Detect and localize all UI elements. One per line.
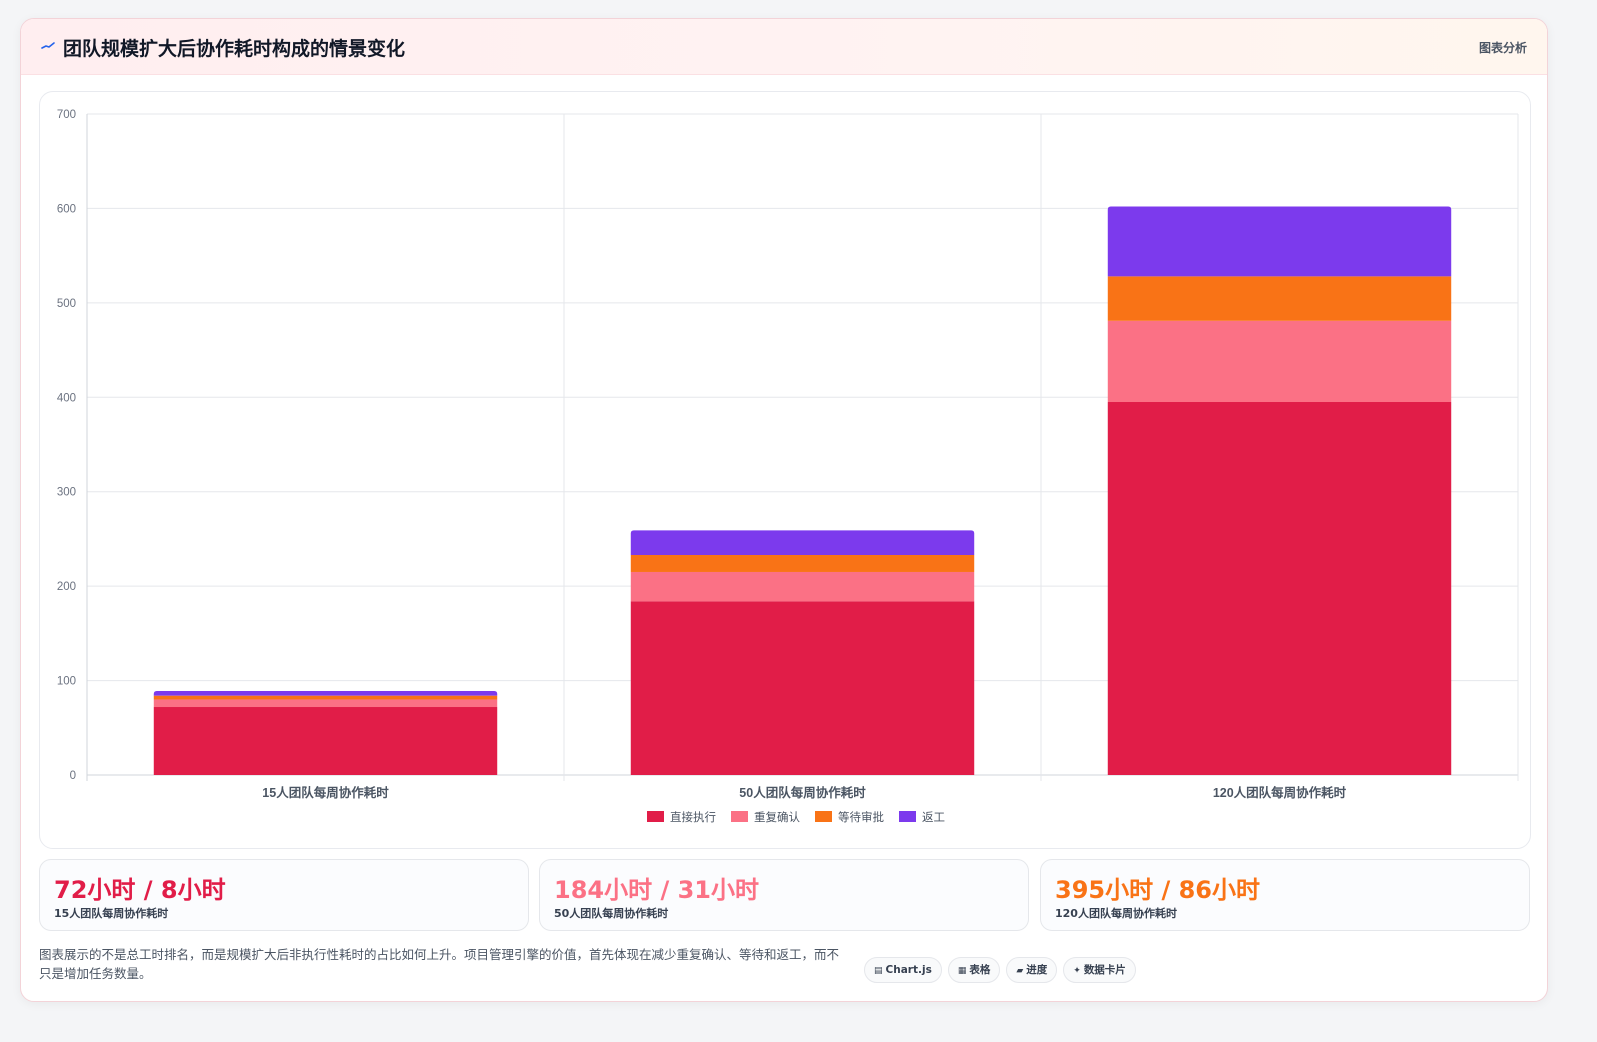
stat-card-15: 72小时 / 8小时 15人团队每周协作耗时	[39, 859, 529, 931]
chart-icon: ▤	[874, 966, 883, 976]
y-tick-label: 700	[57, 109, 76, 121]
pill-progress[interactable]: ▰ 进度	[1006, 957, 1058, 983]
stat-value: 184小时 / 31小时	[554, 876, 759, 904]
legend-swatch	[815, 811, 832, 822]
chart-card: 团队规模扩大后协作耗时构成的情景变化 图表分析 0 100 200 300 400 500…	[20, 18, 1548, 1002]
bar-segment	[630, 554, 975, 572]
stat-value: 395小时 / 86小时	[1055, 876, 1260, 904]
progress-icon: ▰	[1016, 966, 1024, 976]
stat-value: 72小时 / 8小时	[54, 876, 226, 904]
chart-note: 图表展示的不是总工时排名，而是规模扩大后非执行性耗时的占比如何上升。项目管理引擎…	[39, 947, 840, 981]
card-header: 团队规模扩大后协作耗时构成的情景变化 图表分析	[21, 19, 1547, 75]
legend-label: 等待审批	[838, 810, 884, 824]
pill-label: 表格	[969, 964, 991, 976]
y-tick-label: 200	[57, 581, 76, 593]
bar-segment	[630, 530, 975, 555]
pulse-line-icon	[41, 42, 55, 49]
x-tick-label: 120人团队每周协作耗时	[1213, 785, 1347, 800]
table-icon: ▦	[957, 966, 967, 976]
chart-panel: 0 100 200 300 400 500 600 700 15人团队每周协作耗时 50人团队每周…	[39, 91, 1531, 849]
pill-label: Chart.js	[885, 964, 932, 976]
bar-segment	[153, 695, 498, 700]
pill-table[interactable]: ▦ 表格	[947, 957, 1001, 983]
legend-label: 返工	[922, 811, 945, 824]
stat-card-120: 395小时 / 86小时 120人团队每周协作耗时	[1040, 859, 1530, 931]
bar-segment	[1107, 276, 1452, 321]
pill-chartjs[interactable]: ▤ Chart.js	[864, 957, 942, 983]
y-tick-label: 500	[57, 298, 76, 310]
bar-segment	[1107, 402, 1452, 775]
stacked-bar-chart: 0 100 200 300 400 500 600 700 15人团队每周协作耗时 50人团队每周…	[57, 109, 1519, 824]
legend-swatch	[647, 811, 664, 822]
stat-card-50: 184小时 / 31小时 50人团队每周协作耗时	[539, 859, 1029, 931]
stat-label: 15人团队每周协作耗时	[54, 907, 169, 920]
tech-pills: ▤ Chart.js ▦ 表格 ▰ 进度 ✦ 数据卡片	[864, 957, 1142, 983]
pill-label: 进度	[1026, 964, 1048, 976]
y-tick-label: 300	[57, 487, 76, 499]
bar-segment	[1107, 320, 1452, 403]
x-tick-label: 50人团队每周协作耗时	[739, 785, 866, 800]
y-tick-label: 100	[57, 676, 76, 688]
card-icon: ✦	[1073, 966, 1081, 976]
legend-swatch	[731, 811, 748, 822]
card-tag: 图表分析	[1478, 41, 1527, 55]
pill-label: 数据卡片	[1083, 964, 1126, 976]
legend-label: 重复确认	[754, 810, 800, 824]
bar-segment	[630, 601, 975, 775]
legend-swatch	[899, 811, 916, 822]
y-tick-label: 600	[57, 203, 76, 215]
bar-segment	[153, 699, 498, 708]
y-tick-label: 0	[70, 770, 76, 782]
bar-segment	[1107, 206, 1452, 277]
stat-label: 120人团队每周协作耗时	[1055, 907, 1177, 920]
pill-data-card[interactable]: ✦ 数据卡片	[1063, 957, 1136, 983]
card-title: 团队规模扩大后协作耗时构成的情景变化	[63, 38, 406, 60]
stat-label: 50人团队每周协作耗时	[554, 907, 669, 920]
legend-label: 直接执行	[670, 810, 716, 824]
bar-segment	[153, 707, 498, 775]
bar-segment	[630, 571, 975, 602]
bar-segment	[153, 690, 498, 696]
x-tick-label: 15人团队每周协作耗时	[262, 785, 389, 800]
y-tick-label: 400	[57, 392, 76, 404]
